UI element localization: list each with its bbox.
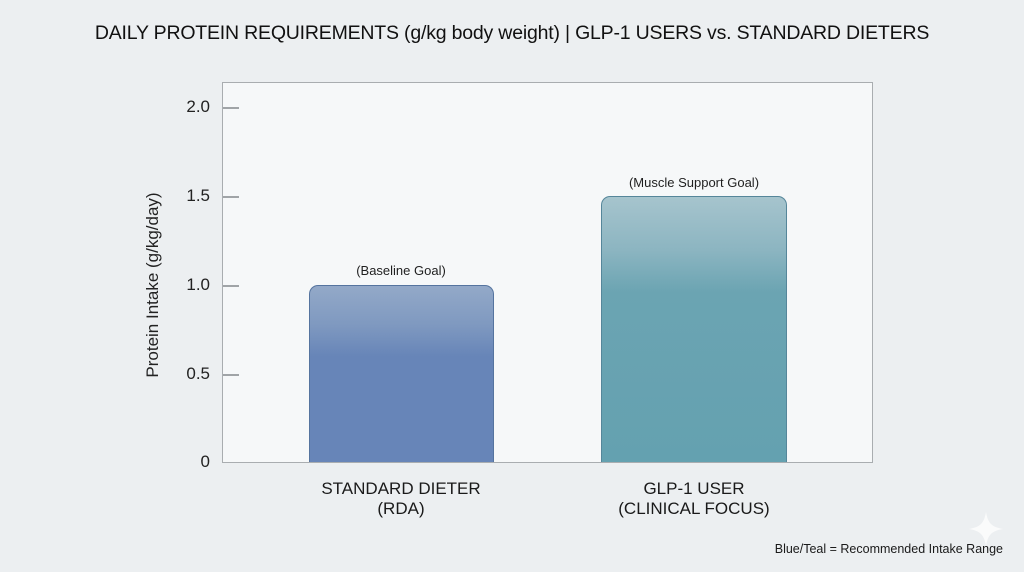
x-category-label-line: (RDA) xyxy=(377,499,425,518)
x-category-label-line: STANDARD DIETER xyxy=(321,479,481,498)
bar-annotation-muscle-support: (Muscle Support Goal) xyxy=(628,175,760,190)
x-category-label-standard: STANDARD DIETER (RDA) xyxy=(321,479,480,519)
y-axis-label: Protein Intake (g/kg/day) xyxy=(143,192,162,378)
bar-standard-dieter xyxy=(309,285,494,462)
y-tick-mark xyxy=(223,196,239,198)
y-tick-mark xyxy=(223,374,239,376)
x-category-label-line: (CLINICAL FOCUS) xyxy=(618,499,770,518)
y-tick-label: 2.0 xyxy=(186,97,210,116)
y-tick-label: 0.5 xyxy=(186,364,210,383)
y-tick-label: 1.0 xyxy=(186,275,210,294)
bar-annotation-baseline: (Baseline Goal) xyxy=(356,263,446,278)
legend-note: Blue/Teal = Recommended Intake Range xyxy=(774,542,1003,556)
x-category-label-glp1: GLP-1 USER (CLINICAL FOCUS) xyxy=(618,479,769,519)
y-tick-mark xyxy=(223,285,239,287)
sparkle-icon xyxy=(968,511,1004,547)
bar-glp1-user xyxy=(601,196,787,462)
y-tick-mark xyxy=(223,107,239,109)
y-tick-label: 1.5 xyxy=(186,186,210,205)
y-tick-label: 0 xyxy=(200,452,210,471)
x-category-label-line: GLP-1 USER xyxy=(643,479,745,498)
chart-title: DAILY PROTEIN REQUIREMENTS (g/kg body we… xyxy=(94,22,930,44)
